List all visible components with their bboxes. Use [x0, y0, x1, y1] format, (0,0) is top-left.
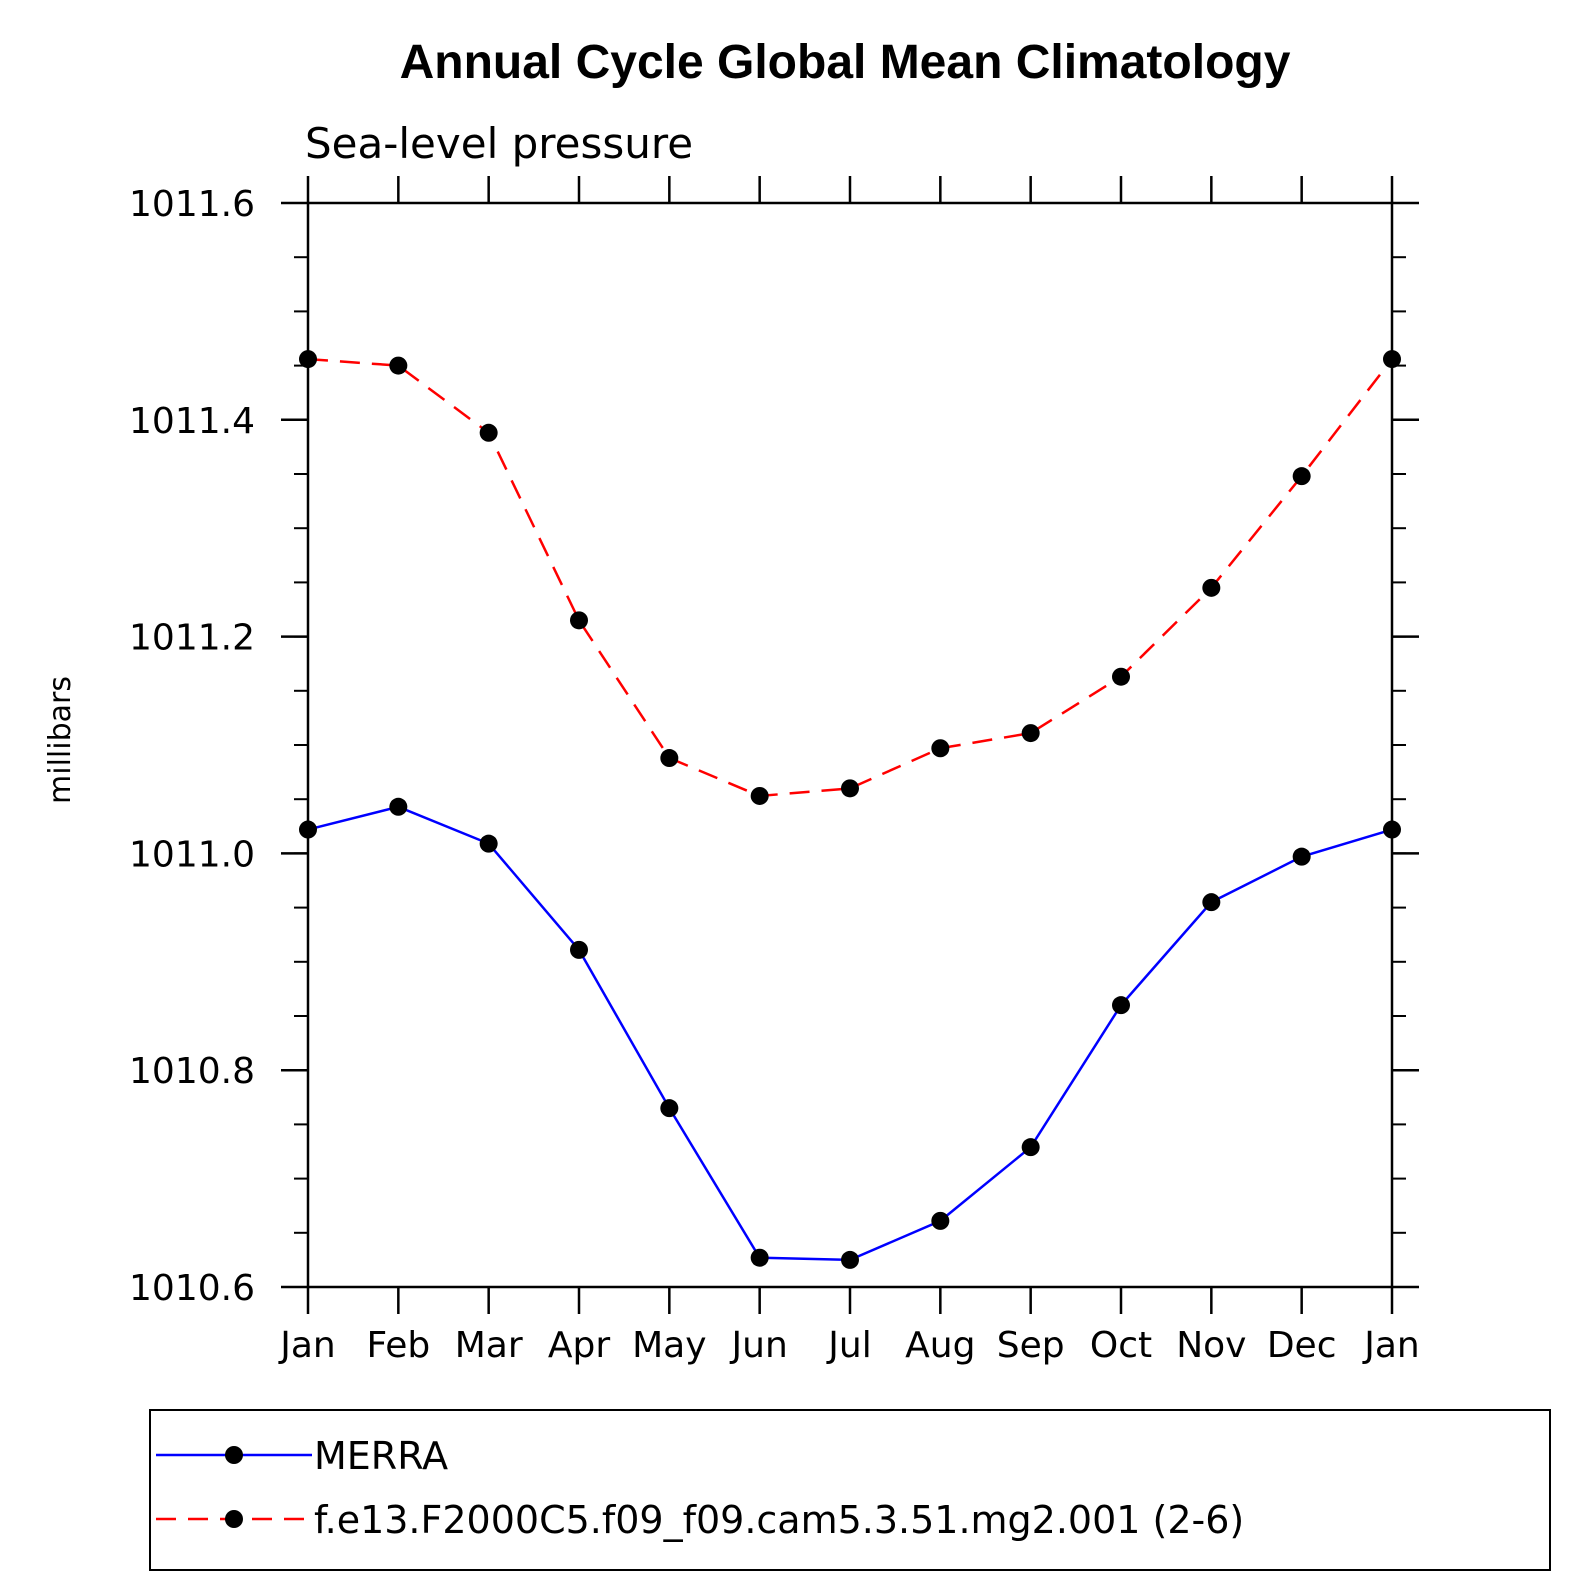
series-1-point — [570, 611, 588, 630]
y-tick-label: 1011.2 — [129, 618, 255, 659]
x-tick-label: Feb — [366, 1325, 430, 1366]
x-tick-label: Oct — [1090, 1325, 1152, 1366]
x-tick-label: Jun — [730, 1325, 788, 1366]
x-tick-label: Nov — [1176, 1325, 1246, 1366]
series-0-point — [1383, 820, 1401, 839]
x-tick-label: May — [632, 1325, 706, 1366]
series-line-1 — [307, 357, 1393, 798]
chart-subtitle: Sea-level pressure — [305, 119, 693, 168]
series-line-0 — [307, 805, 1393, 1262]
y-axis-label: millibars — [43, 676, 78, 804]
y-tick-label: 1010.8 — [129, 1051, 255, 1092]
legend-box — [149, 1409, 1551, 1571]
axes: Jan Feb Mar Apr May Jun Jul Aug Sep Oct Nov Dec Jan 1… — [129, 176, 1420, 1366]
legend-label-0: MERRA — [314, 1434, 448, 1478]
legend: MERRA f.e13.F2000C5.f09_f09.cam5.3.51.mg2… — [149, 1409, 1551, 1571]
series-1-point — [1021, 724, 1040, 743]
series-1-point — [841, 779, 859, 798]
legend-label-1: f.e13.F2000C5.f09_f09.cam5.3.51.mg2.001 … — [314, 1498, 1244, 1542]
y-tick-label: 1010.6 — [129, 1268, 255, 1309]
series-layer — [299, 350, 1401, 1269]
x-tick-label: Dec — [1267, 1325, 1337, 1366]
x-tick-label: Jul — [826, 1325, 871, 1366]
series-0-point — [570, 940, 588, 959]
series-0-point — [660, 1099, 679, 1118]
series-0-point — [479, 834, 498, 853]
series-1-point — [389, 356, 408, 375]
y-tick-label: 1011.6 — [129, 184, 255, 225]
series-1-point — [299, 350, 317, 369]
series-1-point — [479, 423, 498, 442]
x-tick-label: Jan — [1362, 1325, 1420, 1366]
series-1-point — [931, 739, 950, 758]
series-0-point — [1112, 996, 1130, 1015]
plot-frame — [306, 201, 1394, 1289]
y-tick-label: 1011.0 — [129, 834, 255, 875]
x-tick-label: Jan — [278, 1325, 336, 1366]
series-0-point — [841, 1250, 859, 1269]
legend-marker-1 — [225, 1510, 243, 1528]
series-1-point — [750, 786, 769, 805]
y-tick-label: 1011.4 — [129, 401, 255, 442]
series-1-point — [1292, 467, 1311, 486]
series-0-point — [750, 1248, 769, 1267]
x-tick-label: Sep — [997, 1325, 1065, 1366]
series-1-point — [1383, 350, 1401, 369]
legend-marker-0 — [225, 1446, 243, 1464]
x-tick-label: Apr — [548, 1325, 610, 1366]
series-0-point — [1021, 1138, 1040, 1157]
series-1-point — [660, 749, 679, 768]
series-1-point — [1112, 667, 1130, 686]
series-0-point — [1202, 893, 1221, 912]
chart-title: Annual Cycle Global Mean Climatology — [400, 36, 1291, 89]
series-0-point — [389, 797, 408, 816]
x-tick-label: Aug — [905, 1325, 975, 1366]
series-0-point — [931, 1211, 950, 1230]
x-tick-label: Mar — [455, 1325, 523, 1366]
series-0-point — [299, 820, 317, 839]
series-1-point — [1202, 578, 1221, 597]
series-0-point — [1292, 847, 1311, 866]
